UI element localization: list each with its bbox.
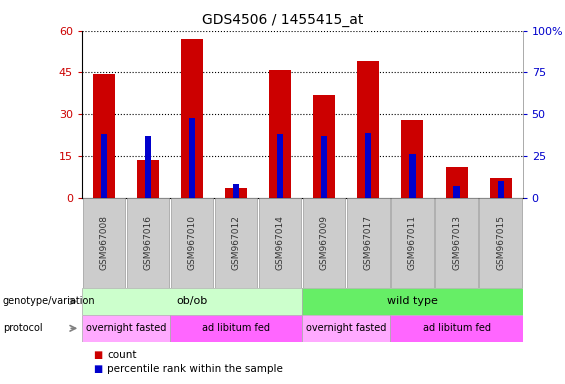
Bar	[82, 315, 170, 342]
Text: GSM967013: GSM967013	[452, 215, 461, 270]
Bar	[269, 70, 292, 198]
Text: ■: ■	[93, 364, 102, 374]
Bar	[321, 136, 327, 198]
Bar	[480, 198, 521, 288]
Bar	[401, 120, 424, 198]
Text: GSM967009: GSM967009	[320, 215, 329, 270]
Text: GSM967012: GSM967012	[232, 215, 241, 270]
Bar	[170, 315, 302, 342]
Bar	[358, 61, 380, 198]
Text: genotype/variation: genotype/variation	[3, 296, 95, 306]
Bar	[189, 118, 195, 198]
Bar	[225, 188, 247, 198]
Bar	[93, 74, 115, 198]
Text: ad libitum fed: ad libitum fed	[423, 323, 490, 333]
Bar	[302, 315, 390, 342]
Bar	[233, 184, 239, 198]
Bar	[181, 39, 203, 198]
Text: overnight fasted: overnight fasted	[306, 323, 386, 333]
Bar	[82, 288, 302, 315]
Bar	[83, 198, 125, 288]
Bar	[277, 134, 283, 198]
Bar	[366, 132, 371, 198]
Bar	[127, 198, 169, 288]
Bar	[215, 198, 257, 288]
Bar	[489, 178, 512, 198]
Text: GSM967015: GSM967015	[496, 215, 505, 270]
Text: wild type: wild type	[387, 296, 438, 306]
Text: GSM967017: GSM967017	[364, 215, 373, 270]
Bar	[390, 315, 523, 342]
Bar	[137, 160, 159, 198]
Text: ■: ■	[93, 350, 102, 360]
Text: GSM967011: GSM967011	[408, 215, 417, 270]
Text: GDS4506 / 1455415_at: GDS4506 / 1455415_at	[202, 13, 363, 27]
Text: GSM967014: GSM967014	[276, 215, 285, 270]
Bar	[303, 198, 345, 288]
Bar	[145, 136, 151, 198]
Bar	[454, 186, 459, 198]
Bar	[445, 167, 468, 198]
Bar	[313, 95, 336, 198]
Text: GSM967010: GSM967010	[188, 215, 197, 270]
Text: count: count	[107, 350, 137, 360]
Bar	[498, 181, 503, 198]
Bar	[410, 154, 415, 198]
Bar	[101, 134, 107, 198]
Bar	[392, 198, 433, 288]
Text: GSM967008: GSM967008	[99, 215, 108, 270]
Bar	[302, 288, 523, 315]
Text: protocol: protocol	[3, 323, 42, 333]
Bar	[259, 198, 301, 288]
Text: percentile rank within the sample: percentile rank within the sample	[107, 364, 283, 374]
Text: GSM967016: GSM967016	[144, 215, 153, 270]
Bar	[347, 198, 389, 288]
Text: ob/ob: ob/ob	[176, 296, 208, 306]
Text: ad libitum fed: ad libitum fed	[202, 323, 270, 333]
Text: overnight fasted: overnight fasted	[86, 323, 166, 333]
Bar	[171, 198, 213, 288]
Bar	[436, 198, 477, 288]
